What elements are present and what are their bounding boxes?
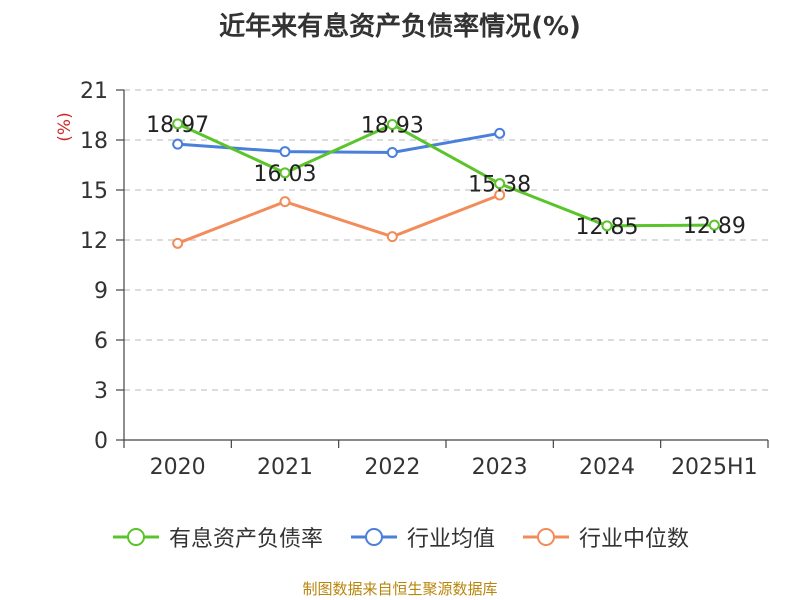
legend-item-series-3[interactable]: 行业中位数: [521, 521, 689, 553]
x-tick-label: 2022: [364, 455, 420, 480]
data-point: [386, 231, 398, 243]
data-point: [601, 220, 613, 232]
series-line: [177, 122, 715, 228]
legend-label: 行业中位数: [579, 527, 690, 552]
x-tick-label: 2021: [257, 455, 313, 480]
y-tick-label: 0: [94, 429, 108, 454]
x-tick-label: 2023: [472, 455, 528, 480]
data-point: [494, 178, 506, 190]
x-tick-label: 2025H1: [671, 455, 758, 480]
data-point: [172, 237, 184, 249]
data-point: [279, 167, 291, 179]
x-tick-label: 2020: [150, 455, 206, 480]
legend-item-series-2[interactable]: 行业均值: [349, 521, 495, 553]
y-axis-label: (%): [55, 112, 75, 141]
y-tick-label: 21: [80, 79, 108, 104]
x-tick-label: 2024: [579, 455, 635, 480]
legend-line-marker-icon: [350, 528, 397, 546]
data-point: [708, 219, 720, 231]
y-tick-label: 6: [94, 329, 108, 354]
data-label: 16.03: [254, 162, 317, 187]
data-point: [279, 196, 291, 208]
y-tick-label: 9: [94, 279, 108, 304]
y-tick-label: 3: [94, 379, 108, 404]
data-point: [386, 147, 398, 158]
data-point: [494, 127, 506, 139]
series-line: [177, 193, 501, 245]
y-tick-label: 15: [80, 179, 108, 204]
data-point: [386, 119, 398, 130]
legend-line-marker-icon: [112, 528, 159, 546]
legend-line-marker-icon: [523, 528, 569, 546]
y-tick-label: 18: [80, 129, 108, 154]
legend-item-series-1[interactable]: 有息资产负债率: [111, 521, 323, 553]
legend: 有息资产负债率 行业均值 行业中位数: [0, 520, 800, 554]
data-point: [172, 138, 184, 150]
legend-label: 行业均值: [406, 527, 495, 552]
data-point: [494, 189, 506, 201]
data-label: 15.38: [468, 173, 531, 198]
data-label: 12.89: [683, 214, 746, 239]
data-source-note: 制图数据来自恒生聚源数据库: [302, 580, 498, 598]
y-tick-label: 12: [80, 229, 108, 254]
data-label: 12.85: [576, 215, 639, 240]
data-label: 18.97: [146, 113, 209, 138]
legend-label: 有息资产负债率: [168, 527, 323, 552]
data-point: [279, 146, 291, 158]
chart-title: 近年来有息资产负债率情况(%): [219, 12, 581, 42]
data-point: [172, 118, 184, 130]
data-label: 18.93: [361, 114, 424, 139]
